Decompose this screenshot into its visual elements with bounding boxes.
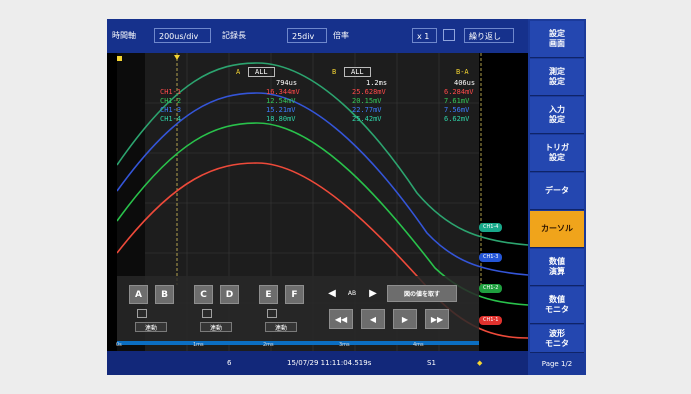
row-ch1-3-name: CH1-3 — [160, 106, 182, 114]
axis-tick-3: 3ms — [339, 342, 350, 348]
cursor-key-d[interactable]: D — [220, 285, 239, 304]
oscilloscope-screen: 時間軸 200us/div 記録長 25div 倍率 x 1 繰り返し — [107, 19, 586, 375]
link-checkbox-ab[interactable] — [137, 309, 147, 318]
link-checkbox-cd[interactable] — [202, 309, 212, 318]
cursor-left-icon[interactable]: ◀ — [328, 287, 336, 299]
sidebar-item-measure-settings[interactable]: 測定 設定 — [530, 59, 584, 96]
cursor-readout-panel: A ALL B ALL B-A 794us 1.2ms 406us CH1-1 … — [160, 67, 508, 141]
row-ch1-4-name: CH1-4 — [160, 115, 182, 123]
step-forward-icon[interactable]: ▶ — [393, 309, 417, 329]
cursor-key-a[interactable]: A — [129, 285, 148, 304]
row-ch1-1-delta: 6.284mV — [444, 88, 474, 96]
row-ch1-2-a: 12.54mV — [266, 97, 296, 105]
status-indicator-icon: ◆ — [477, 359, 483, 367]
sidebar-item-input-settings[interactable]: 入力 設定 — [530, 97, 584, 134]
status-bar: 6 15/07/29 11:11:04.519s S1 ◆ — [107, 351, 528, 375]
scroll-position-bar[interactable] — [117, 341, 479, 345]
status-left-value: 6 — [227, 359, 232, 367]
row-ch1-4-b: 25.42mV — [352, 115, 382, 123]
row-ch1-4-delta: 6.62mV — [444, 115, 470, 123]
row-ch1-1-name: CH1-1 — [160, 88, 182, 96]
magnify-field[interactable]: x 1 — [412, 28, 437, 43]
sidebar-item-waveform-monitor[interactable]: 波形 モニタ — [530, 325, 584, 353]
row-ch1-1-a: 16.344mV — [266, 88, 300, 96]
magnify-label: 倍率 — [333, 31, 349, 40]
step-back-icon[interactable]: ◀ — [361, 309, 385, 329]
record-length-label: 記録長 — [222, 31, 246, 40]
cursor-a-label: A — [236, 68, 241, 76]
link-button-ab[interactable]: 連動 — [135, 322, 167, 332]
sidebar-item-trigger-settings[interactable]: トリガ 設定 — [530, 135, 584, 172]
cursor-key-f[interactable]: F — [285, 285, 304, 304]
jump-first-icon[interactable]: ◀◀ — [329, 309, 353, 329]
row-ch1-3-b: 22.77mV — [352, 106, 382, 114]
jump-last-icon[interactable]: ▶▶ — [425, 309, 449, 329]
status-right-value: S1 — [427, 359, 436, 367]
cursor-a-select[interactable]: ALL — [248, 67, 275, 77]
repeat-button[interactable]: 繰り返し — [464, 28, 514, 43]
cursor-step-label: AB — [347, 289, 357, 297]
waveform-ch1-4 — [116, 62, 529, 246]
sidebar-item-data[interactable]: データ — [530, 173, 584, 210]
record-length-field[interactable]: 25div — [287, 28, 327, 43]
row-ch1-1-b: 25.628mV — [352, 88, 386, 96]
cursor-right-icon[interactable]: ▶ — [369, 287, 377, 299]
jump-to-value-button[interactable]: 図の値を取す — [387, 285, 457, 302]
axis-tick-0: 0s — [116, 342, 122, 348]
cursor-b-select[interactable]: ALL — [344, 67, 371, 77]
time-a: 794us — [276, 79, 298, 87]
channel-tag-ch1-3[interactable]: CH1-3 — [479, 253, 503, 262]
axis-tick-2: 2ms — [263, 342, 274, 348]
row-ch1-2-b: 20.15mV — [352, 97, 382, 105]
sidebar-item-cursor[interactable]: カーソル — [530, 211, 584, 248]
time-b: 1.2ms — [366, 79, 388, 87]
function-sidebar: 設定 画面 測定 設定 入力 設定 トリガ 設定 データ カーソル 数値 演算 … — [528, 19, 586, 375]
top-settings-bar: 時間軸 200us/div 記録長 25div 倍率 x 1 繰り返し — [107, 19, 528, 53]
sidebar-item-numeric-monitor[interactable]: 数値 モニタ — [530, 287, 584, 324]
channel-tag-ch1-2[interactable]: CH1-2 — [479, 284, 503, 293]
sidebar-item-numeric-calc[interactable]: 数値 演算 — [530, 249, 584, 286]
axis-tick-4: 4ms — [413, 342, 424, 348]
row-ch1-2-name: CH1-2 — [160, 97, 182, 105]
cursor-key-e[interactable]: E — [259, 285, 278, 304]
axis-tick-1: 1ms — [193, 342, 204, 348]
channel-tag-ch1-1[interactable]: CH1-1 — [479, 316, 503, 325]
link-checkbox-ef[interactable] — [267, 309, 277, 318]
row-ch1-3-a: 15.21mV — [266, 106, 296, 114]
timebase-value-field[interactable]: 200us/div — [154, 28, 211, 43]
sidebar-page-indicator[interactable]: Page 1/2 — [541, 360, 573, 368]
sidebar-item-setting-screen[interactable]: 設定 画面 — [530, 21, 584, 58]
cursor-a-marker-icon[interactable] — [174, 55, 180, 60]
row-ch1-2-delta: 7.61mV — [444, 97, 470, 105]
channel-tag-ch1-4[interactable]: CH1-4 — [479, 223, 503, 232]
delta-label: B-A — [456, 68, 469, 76]
link-button-cd[interactable]: 連動 — [200, 322, 232, 332]
cursor-b-label: B — [332, 68, 337, 76]
waveform-ch1-3 — [116, 92, 529, 276]
status-datetime: 15/07/29 11:11:04.519s — [287, 359, 372, 367]
time-delta: 406us — [454, 79, 476, 87]
magnify-toggle-icon[interactable] — [443, 29, 455, 41]
timebase-label: 時間軸 — [112, 31, 136, 40]
row-ch1-3-delta: 7.56mV — [444, 106, 470, 114]
link-button-ef[interactable]: 連動 — [265, 322, 297, 332]
row-ch1-4-a: 18.80mV — [266, 115, 296, 123]
cursor-key-b[interactable]: B — [155, 285, 174, 304]
cursor-key-c[interactable]: C — [194, 285, 213, 304]
trigger-marker-icon — [117, 56, 122, 61]
